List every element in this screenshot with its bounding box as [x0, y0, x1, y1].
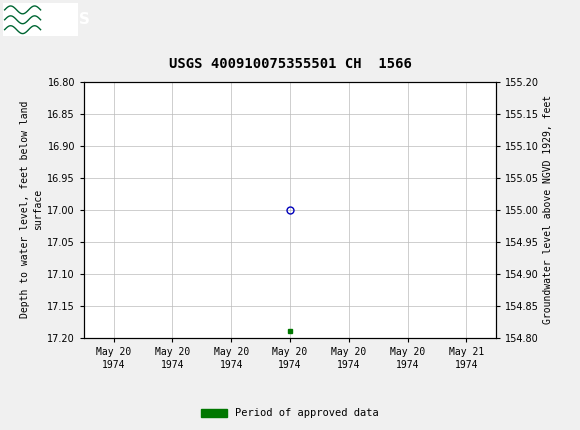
Y-axis label: Groundwater level above NGVD 1929, feet: Groundwater level above NGVD 1929, feet	[543, 95, 553, 324]
Legend: Period of approved data: Period of approved data	[197, 404, 383, 423]
Text: USGS 400910075355501 CH  1566: USGS 400910075355501 CH 1566	[169, 57, 411, 71]
Bar	[3, 3, 78, 37]
Y-axis label: Depth to water level, feet below land
surface: Depth to water level, feet below land su…	[20, 101, 43, 318]
Text: USGS: USGS	[44, 12, 90, 27]
